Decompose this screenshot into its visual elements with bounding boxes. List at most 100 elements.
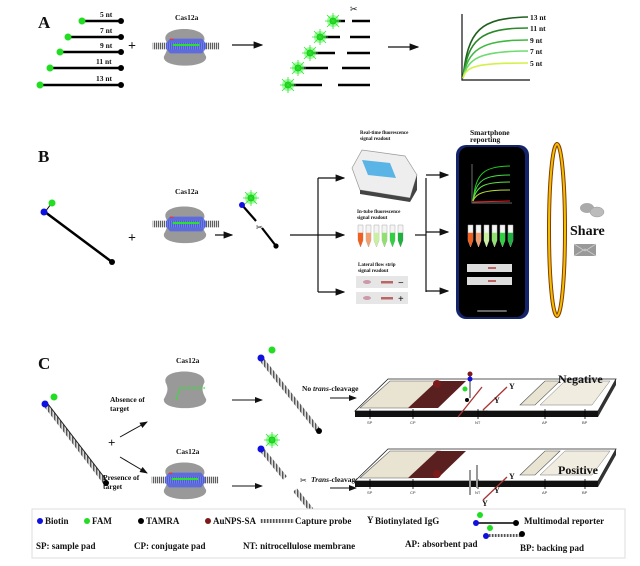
absorbent-pad-front — [519, 450, 561, 476]
conjugate-pad — [408, 381, 466, 408]
scissors-icon: ✂ — [300, 476, 307, 485]
length-label: 7 nt — [100, 26, 113, 35]
curve-label: 13 nt — [530, 13, 547, 22]
biotin-icon — [37, 518, 43, 524]
scissors-icon: ✂ — [350, 4, 358, 14]
intact-reporter — [257, 346, 322, 434]
curve-label: 7 nt — [530, 47, 543, 56]
tube-fluid — [374, 232, 379, 247]
share-label: Share — [570, 224, 605, 239]
scissors-icon: ✂ — [256, 223, 263, 232]
target-dna — [151, 472, 219, 488]
smartphone — [456, 145, 529, 319]
positive-test-line-complexes: YYY — [433, 465, 515, 508]
strip-label-nt: NT — [475, 420, 481, 425]
fluorescence-burst — [242, 189, 260, 207]
negative-test-line-complexes: YYY — [433, 371, 515, 418]
curve-5nt — [462, 62, 529, 79]
tamra-icon — [138, 518, 144, 524]
curve-11nt — [462, 27, 529, 79]
positive-label: Positive — [558, 463, 599, 477]
lateral-label: Lateral flow strip — [358, 263, 396, 268]
panel-b-label: B — [38, 147, 49, 166]
svg-text:Y: Y — [509, 472, 515, 481]
tube-fluid — [492, 232, 497, 247]
fam-icon — [84, 518, 90, 524]
strip-label-sp: SP — [367, 490, 373, 495]
tube-fluid — [398, 232, 403, 247]
realtime-label: Real-time fluorescence — [360, 131, 409, 136]
enzyme-label: Cas12a — [175, 187, 199, 196]
length-label: 9 nt — [100, 41, 113, 50]
absence-label: target — [110, 404, 130, 413]
tamra-dots — [118, 18, 124, 88]
target-dna — [152, 38, 220, 54]
no-cleavage-label: No trans-cleavage — [302, 384, 359, 393]
svg-text:Y: Y — [494, 486, 500, 495]
absorbent-pad — [539, 450, 611, 476]
legend-ap: AP: absorbent pad — [405, 539, 478, 549]
biotin-dot — [40, 208, 48, 216]
cleaved-fragment — [241, 204, 257, 222]
negative-label: Negative — [558, 372, 603, 386]
strip-label-ap: AP — [542, 490, 548, 495]
svg-text:Y: Y — [494, 396, 500, 405]
plus-sign: + — [108, 435, 115, 450]
share-ring — [547, 142, 567, 318]
lateral-label: signal readout — [358, 269, 389, 274]
plus-sign: + — [128, 231, 136, 246]
strip-label-nt: NT — [475, 490, 481, 495]
tube-fluid — [468, 232, 473, 247]
backing-side — [598, 379, 616, 417]
fam-dot — [48, 199, 56, 207]
tube-fluid — [382, 232, 387, 247]
backing-edge — [355, 411, 598, 417]
conjugate-pad — [408, 451, 466, 478]
capture-probe-icon — [260, 519, 294, 523]
panel-a: A 5 nt 7 nt 9 nt 11 nt 13 nt + Cas12a — [36, 4, 547, 94]
tube-fluid — [390, 232, 395, 247]
fam-dots — [36, 17, 86, 89]
negative-sign: − — [398, 278, 404, 289]
legend-igg: Biotinylated IgG — [375, 516, 439, 526]
svg-text:Y: Y — [482, 499, 488, 508]
smartphone-label: reporting — [470, 135, 501, 144]
envelope-icon — [573, 243, 597, 257]
curve-13nt — [462, 16, 529, 79]
curve-7nt — [462, 50, 529, 79]
lateral-flow-strips: − + — [356, 276, 408, 305]
tube-fluid — [484, 232, 489, 247]
backing-side — [598, 449, 616, 487]
tube-fluid — [366, 232, 371, 247]
lateral-flow-strip-negative: SP CP NT AP BP — [354, 378, 617, 425]
tamra-dot — [109, 259, 115, 265]
intube-label: In-tube fluorescence — [357, 210, 401, 215]
legend-fam: FAM — [92, 516, 112, 526]
strip-label-bp: BP — [582, 420, 588, 425]
positive-sign: + — [398, 294, 404, 305]
plot-axes — [461, 14, 530, 81]
svg-text:Y: Y — [482, 409, 488, 418]
cleaved-fragment — [261, 227, 277, 247]
legend-biotin: Biotin — [45, 516, 69, 526]
absence-label: Absence of — [110, 395, 145, 404]
strip-label-cp: CP — [410, 420, 416, 425]
tube-fluid — [508, 232, 513, 247]
intube-label: signal readout — [357, 216, 388, 221]
strip-label-bp: BP — [582, 490, 588, 495]
legend-reporter: Multimodal reporter — [524, 516, 604, 526]
legend-sp: SP: sample pad — [36, 541, 96, 551]
strip-label-ap: AP — [542, 420, 548, 425]
presence-label: Presence of — [103, 473, 140, 482]
panel-b: B + Cas12a ✂ Real-time fluorescence sign… — [38, 128, 605, 319]
smartphone-label: Smartphone — [470, 128, 510, 137]
enzyme-label: Cas12a — [175, 13, 199, 22]
trans-cleavage-label: Trans-cleavage — [311, 475, 359, 484]
reporter-set — [40, 19, 121, 87]
absorbent-pad-front — [519, 380, 561, 406]
multimodal-reporter-icon — [473, 512, 525, 539]
legend-cp: CP: conjugate pad — [134, 541, 206, 551]
enzyme-label: Cas12a — [176, 447, 200, 456]
reporter-probe — [44, 210, 113, 264]
